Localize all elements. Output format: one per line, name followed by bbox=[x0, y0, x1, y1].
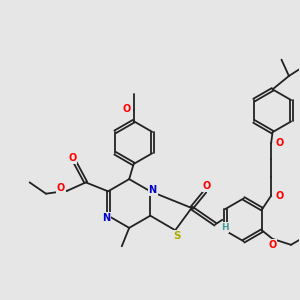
Text: N: N bbox=[148, 185, 157, 195]
Text: N: N bbox=[102, 213, 110, 223]
Text: O: O bbox=[57, 183, 65, 193]
Text: O: O bbox=[275, 139, 284, 148]
Text: O: O bbox=[268, 240, 277, 250]
Text: O: O bbox=[202, 181, 211, 191]
Text: H: H bbox=[221, 223, 229, 232]
Text: O: O bbox=[68, 153, 76, 163]
Text: O: O bbox=[275, 191, 284, 201]
Text: S: S bbox=[173, 231, 181, 241]
Text: O: O bbox=[122, 104, 130, 114]
